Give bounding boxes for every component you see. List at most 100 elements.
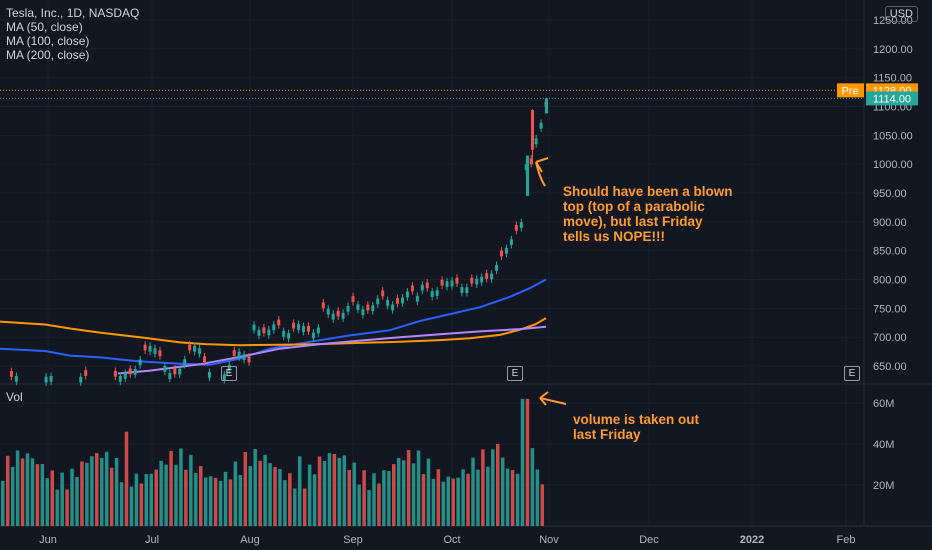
candle-body: [316, 327, 320, 334]
candle-body: [430, 291, 434, 297]
candle-body: [282, 330, 286, 337]
price-tick-label: 750.00: [873, 303, 907, 315]
volume-bar: [436, 469, 441, 526]
candle-body: [490, 273, 494, 280]
ma200-line: [117, 325, 547, 375]
time-tick-label: Oct: [443, 534, 460, 546]
candle-body: [297, 324, 301, 330]
candle-body: [495, 264, 499, 271]
candle-body: [366, 304, 370, 311]
volume-bar: [1, 480, 5, 526]
candle-body: [534, 138, 538, 145]
time-tick-label: Dec: [639, 534, 659, 546]
volume-bar: [362, 470, 366, 526]
volume-bar: [332, 453, 337, 526]
volume-bar: [411, 463, 416, 526]
legend-ma100[interactable]: MA (100, close): [6, 34, 90, 48]
annotation-arrowhead: [539, 391, 549, 406]
volume-bar: [456, 477, 460, 526]
volume-bar: [317, 456, 322, 526]
price-tick-label: 1000.00: [873, 159, 913, 171]
pre-label-badge: [837, 83, 864, 98]
volume-bar: [124, 431, 129, 526]
legend-ma50[interactable]: MA (50, close): [6, 20, 83, 34]
candle-body: [153, 348, 157, 354]
volume-bar: [273, 467, 277, 526]
candle-body: [435, 290, 439, 296]
volume-bar: [35, 464, 40, 526]
volume-bar: [263, 454, 267, 526]
candle-body: [336, 310, 340, 317]
volume-bar: [302, 488, 307, 526]
candle-body: [118, 375, 122, 382]
earnings-badge[interactable]: E: [221, 366, 237, 381]
earnings-badge[interactable]: E: [507, 366, 523, 381]
candle-body: [9, 371, 13, 377]
candle-body: [420, 284, 424, 291]
volume-bar: [149, 473, 153, 526]
price-tick-label: 900.00: [873, 217, 907, 229]
price-candles: [9, 97, 548, 386]
candle-body: [519, 222, 523, 228]
volume-bar: [119, 482, 124, 526]
volume-bar: [431, 478, 436, 526]
candle-body: [277, 319, 281, 326]
candle-body: [485, 273, 489, 279]
candle-body: [207, 371, 211, 378]
volume-bar: [307, 464, 312, 526]
last-price-value: 1114.00: [873, 93, 911, 105]
volume-bar: [184, 469, 188, 526]
volume-bar: [535, 469, 540, 526]
volume-bar: [486, 466, 490, 526]
candle-body: [405, 291, 409, 298]
volume-bar: [50, 470, 54, 526]
volume-bar: [496, 444, 500, 526]
earnings-badge[interactable]: E: [844, 366, 860, 381]
annotation-volume-note: volume is taken out last Friday: [573, 412, 700, 442]
volume-bar: [40, 464, 45, 526]
volume-bar: [139, 483, 144, 526]
volume-bar: [199, 466, 203, 526]
candle-body: [287, 332, 291, 339]
volume-bar: [5, 455, 10, 526]
time-tick-label: 2022: [740, 534, 764, 546]
candle-body: [302, 326, 305, 332]
volume-bar: [159, 460, 163, 526]
candle-body: [173, 368, 177, 375]
candle-body: [460, 287, 464, 293]
candle-body: [198, 348, 202, 355]
volume-bar: [278, 469, 282, 526]
candle-body: [44, 376, 48, 383]
volume-bar: [169, 450, 173, 526]
candle-body: [504, 247, 508, 254]
candle-body: [79, 376, 83, 383]
candle-body: [539, 122, 543, 129]
volume-bar: [243, 452, 248, 526]
volume-bar: [283, 480, 287, 526]
volume-bar: [90, 456, 94, 526]
ma50-line: [0, 278, 547, 366]
time-tick-label: Feb: [837, 534, 856, 546]
candle-body: [326, 308, 330, 315]
price-tick-label: 1050.00: [873, 130, 913, 142]
price-tick-label: 950.00: [873, 188, 907, 200]
volume-bar: [481, 449, 485, 526]
candle-body: [133, 368, 137, 375]
candle-body: [415, 295, 419, 302]
volume-legend[interactable]: Vol: [6, 390, 23, 404]
price-tick-label: 700.00: [873, 332, 907, 344]
volume-bar: [15, 450, 20, 526]
volume-tick-label: 60M: [873, 398, 894, 410]
candle-body: [113, 370, 117, 377]
volume-bar: [10, 466, 15, 526]
currency-badge[interactable]: USD: [884, 6, 918, 22]
candle-body: [306, 325, 310, 332]
chart-title[interactable]: Tesla, Inc., 1D, NASDAQ: [6, 6, 140, 20]
volume-bar: [352, 462, 356, 526]
legend-ma200[interactable]: MA (200, close): [6, 48, 90, 62]
volume-bar: [179, 448, 183, 526]
candle-body: [193, 345, 197, 352]
candle-body: [123, 373, 127, 379]
volume-bar: [25, 453, 30, 526]
